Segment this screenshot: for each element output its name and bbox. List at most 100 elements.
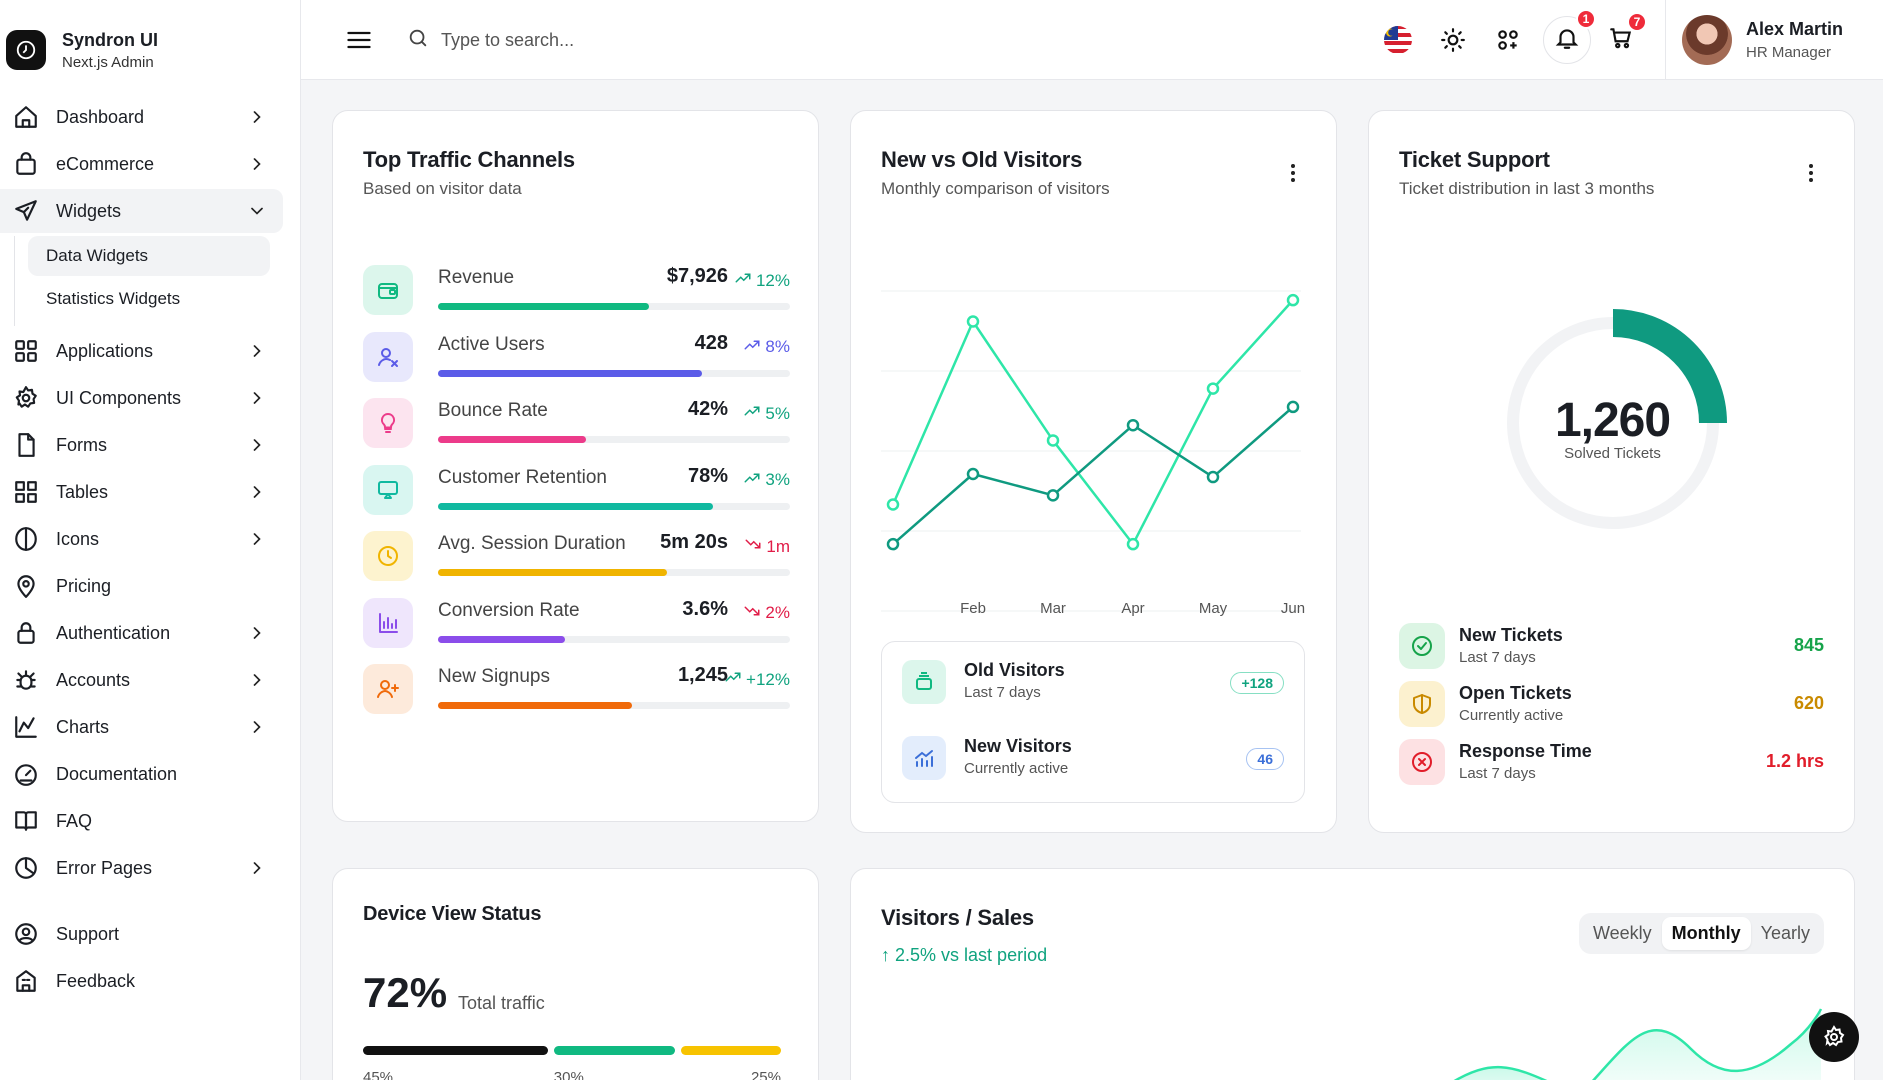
- series-2-point[interactable]: [1206, 470, 1220, 484]
- sidebar-item-icons[interactable]: Icons: [0, 517, 283, 561]
- more-options-icon[interactable]: [1290, 163, 1296, 183]
- series-1-point[interactable]: [1206, 382, 1220, 395]
- notification-count-badge: 1: [1576, 9, 1596, 29]
- traffic-progress-track: [438, 436, 790, 443]
- menu-toggle-icon[interactable]: [345, 26, 373, 54]
- sidebar-item-error-pages[interactable]: Error Pages: [0, 846, 283, 890]
- old-visitors-title: Old Visitors: [964, 660, 1065, 680]
- x-tick-label: Feb: [960, 600, 986, 617]
- clock-icon: [363, 531, 413, 581]
- traffic-trend: 1m: [744, 535, 790, 558]
- series-2-point[interactable]: [886, 537, 900, 551]
- traffic-row-avg-session-duration: Avg. Session Duration 5m 20s 1m: [363, 529, 790, 585]
- sidebar-item-documentation[interactable]: Documentation: [0, 752, 283, 796]
- chevron-down-icon: [247, 201, 267, 221]
- tab-weekly[interactable]: Weekly: [1592, 923, 1652, 943]
- sidebar-item-authentication[interactable]: Authentication: [0, 611, 283, 655]
- sidebar-item-accounts[interactable]: Accounts: [0, 658, 283, 702]
- sidebar-item-label: Dashboard: [56, 106, 145, 127]
- sidebar-item-pricing[interactable]: Pricing: [0, 564, 283, 608]
- theme-toggle-icon[interactable]: [1433, 20, 1473, 60]
- series-1-point[interactable]: [886, 498, 900, 511]
- submenu-item-statistics-widgets[interactable]: Statistics Widgets: [46, 289, 181, 308]
- traffic-label: Active Users: [438, 333, 545, 355]
- series-2-point[interactable]: [1046, 489, 1060, 502]
- tab-monthly[interactable]: Monthly: [1661, 917, 1751, 950]
- bell-icon: [1554, 25, 1580, 56]
- tab-yearly[interactable]: Yearly: [1760, 923, 1810, 943]
- language-flag-icon[interactable]: [1378, 20, 1418, 60]
- table-grid-icon: [12, 478, 40, 506]
- ticket-value: 620: [1793, 693, 1824, 713]
- traffic-label: New Signups: [438, 666, 550, 687]
- device-segment-bar: [363, 1046, 548, 1055]
- sales-area-chart: [1453, 1008, 1823, 1080]
- series-1-point[interactable]: [966, 315, 980, 328]
- traffic-trend-value: 8%: [765, 337, 790, 356]
- sidebar-item-ecommerce[interactable]: eCommerce: [0, 142, 283, 186]
- sidebar-nav: Dashboard eCommerce Widgets Data Widgets Sta…: [0, 80, 300, 1003]
- card-title: Visitors / Sales: [881, 905, 1034, 930]
- area-fill-2: [1593, 1009, 1821, 1080]
- series-1-point[interactable]: [1286, 293, 1300, 307]
- chart-line-icon: [12, 713, 40, 741]
- series-2-point[interactable]: [1286, 400, 1300, 414]
- ticket-title: Open Tickets: [1459, 683, 1572, 703]
- traffic-label: Customer Retention: [438, 466, 607, 488]
- notifications-button[interactable]: 1: [1543, 9, 1596, 64]
- sidebar-item-ui-components[interactable]: UI Components: [0, 376, 283, 420]
- trend-up-icon: [743, 336, 761, 359]
- sidebar-item-faq[interactable]: FAQ: [0, 799, 283, 843]
- device-segment-bar: [553, 1046, 675, 1055]
- search-input[interactable]: [441, 29, 741, 51]
- device-view-card: Device View Status 72% Total traffic 45%…: [332, 868, 819, 1080]
- sidebar-item-feedback[interactable]: Feedback: [0, 959, 283, 1003]
- shield-icon: [1399, 681, 1445, 727]
- sidebar-item-label: UI Components: [56, 387, 182, 408]
- sidebar-item-forms[interactable]: Forms: [0, 423, 283, 467]
- apps-icon[interactable]: [1488, 20, 1528, 60]
- traffic-progress-fill: [438, 436, 586, 443]
- card-title: Ticket Support: [1399, 147, 1550, 172]
- series-2-point[interactable]: [1126, 418, 1140, 432]
- sidebar-item-dashboard[interactable]: Dashboard: [0, 95, 283, 139]
- sidebar-item-tables[interactable]: Tables: [0, 470, 283, 514]
- sidebar-item-label: FAQ: [56, 810, 93, 831]
- sidebar-item-widgets[interactable]: Widgets: [0, 189, 283, 233]
- series-1-point[interactable]: [1046, 434, 1060, 447]
- traffic-trend-value: 2%: [765, 603, 790, 622]
- submenu-item-data-widgets[interactable]: Data Widgets: [28, 236, 270, 276]
- x-tick-label: Mar: [1040, 600, 1066, 617]
- traffic-value: 42%: [687, 398, 728, 420]
- cart-icon: [1608, 25, 1634, 56]
- more-options-icon[interactable]: [1808, 163, 1814, 183]
- settings-fab[interactable]: [1809, 1012, 1859, 1062]
- sidebar-item-applications[interactable]: Applications: [0, 329, 283, 373]
- cart-button[interactable]: 7: [1601, 12, 1647, 60]
- traffic-progress-fill: [438, 702, 632, 709]
- series-2-point[interactable]: [966, 467, 980, 481]
- traffic-trend-value: +12%: [746, 669, 790, 689]
- sidebar-item-label: Authentication: [56, 622, 171, 643]
- user-menu[interactable]: Alex Martin HR Manager: [1665, 0, 1883, 80]
- ticket-subtitle: Currently active: [1459, 707, 1564, 724]
- traffic-progress-track: [438, 303, 790, 310]
- brand[interactable]: Syndron UI Next.js Admin: [0, 0, 300, 80]
- chevron-right-icon: [247, 107, 267, 127]
- traffic-label: Revenue: [438, 267, 515, 288]
- traffic-trend-value: 1m: [766, 536, 790, 556]
- monitor-icon: [363, 464, 413, 515]
- traffic-row-new-signups: New Signups 1,245 +12%: [363, 662, 790, 718]
- sidebar-item-label: Tables: [56, 481, 109, 502]
- ticket-donut-chart: [1507, 309, 1727, 529]
- traffic-trend: +12%: [724, 668, 790, 691]
- sidebar-item-label: Icons: [56, 528, 100, 549]
- area-fill-1: [1456, 1067, 1545, 1080]
- series-1-point[interactable]: [1126, 537, 1140, 551]
- sidebar-item-support[interactable]: Support: [0, 912, 283, 956]
- sidebar-item-charts[interactable]: Charts: [0, 705, 283, 749]
- widgets-submenu: Data Widgets Statistics Widgets: [14, 236, 300, 326]
- send-icon: [12, 197, 40, 225]
- traffic-label: Conversion Rate: [438, 599, 580, 621]
- traffic-channels-card: Top Traffic Channels Based on visitor da…: [332, 110, 819, 822]
